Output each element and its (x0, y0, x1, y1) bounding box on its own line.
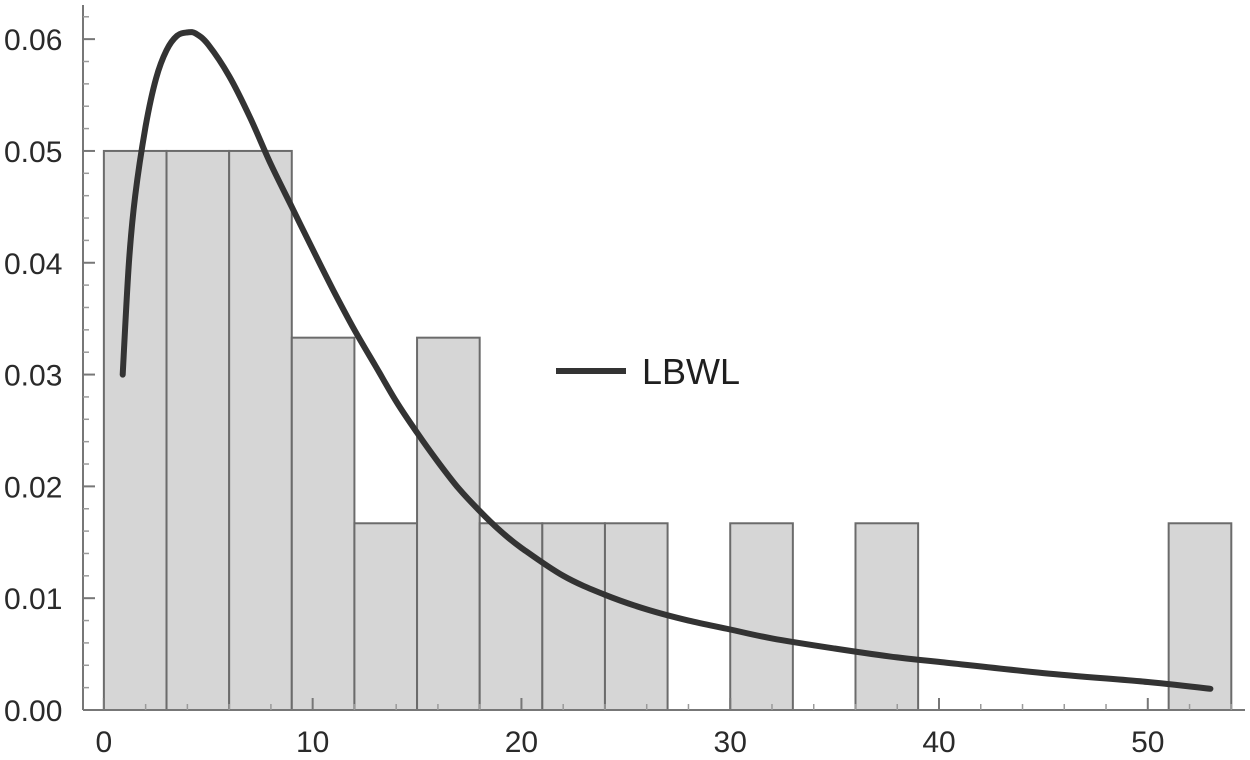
histogram-bar (1167, 522, 1233, 711)
y-tick-label: 0.04 (4, 248, 62, 281)
series-line-lbwl (119, 29, 1214, 692)
x-tick-label: 20 (505, 726, 538, 759)
x-tick-label: 50 (1131, 726, 1164, 759)
histogram-bar (228, 149, 293, 711)
histogram-bar (416, 336, 481, 711)
x-tick-label: 40 (922, 726, 955, 759)
histogram-bars (102, 149, 1233, 711)
x-tick-label: 30 (714, 726, 747, 759)
histogram-bar (854, 522, 920, 711)
y-tick-label: 0.05 (4, 136, 62, 169)
y-tick-label: 0.02 (4, 471, 62, 504)
y-tick-label: 0.01 (4, 583, 62, 616)
axes: 0.00 0.01 0.02 0.03 0.04 0.05 0.06 0 10 20 30 40 50 (4, 5, 1245, 759)
y-tick-label: 0.00 (4, 695, 62, 728)
legend-label-lbwl: LBWL (642, 351, 740, 392)
histogram-bar (290, 336, 356, 711)
histogram-bar (165, 149, 231, 711)
legend: LBWL (556, 351, 740, 392)
histogram-bar (603, 522, 669, 711)
y-tick-label: 0.03 (4, 360, 62, 393)
histogram-bar (729, 522, 794, 711)
histogram-bar (541, 522, 606, 711)
x-tick-label: 0 (96, 726, 113, 759)
histogram-bar (478, 522, 544, 711)
histogram-bar (102, 149, 168, 711)
y-tick-label: 0.06 (4, 24, 62, 57)
histogram-bar (353, 522, 419, 711)
x-tick-label: 10 (296, 726, 329, 759)
